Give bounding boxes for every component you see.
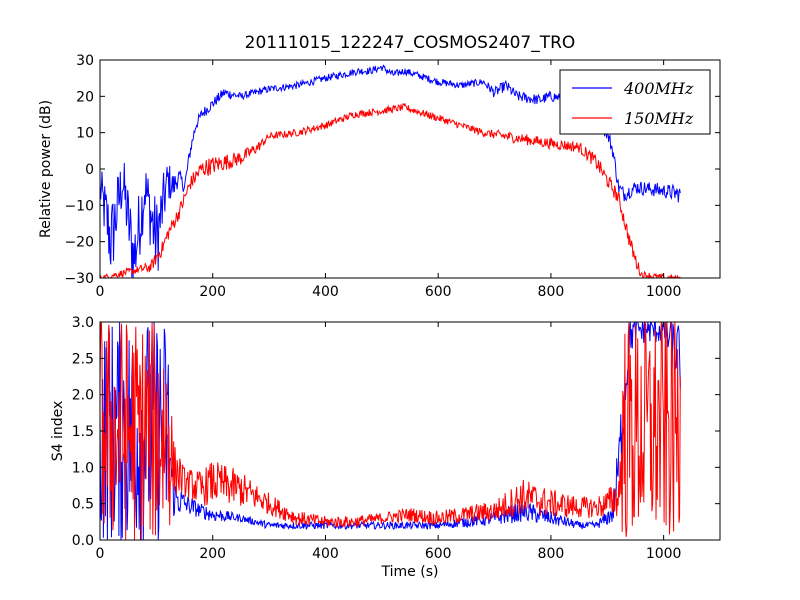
s4-x-tick-label: 1000 <box>646 546 682 562</box>
legend: 400MHz 150MHz <box>559 69 711 135</box>
s4-y-tick-label: 2.5 <box>72 351 94 367</box>
power-x-tick-label: 1000 <box>646 284 682 300</box>
s4-x-tick-label: 400 <box>312 546 339 562</box>
s4-panel: 0 200 400 600 800 1000 3.0 2.5 2.0 1.5 1.0 0.5 0.0 S… <box>50 315 721 580</box>
power-y-axis-label: Relative power (dB) <box>38 100 54 238</box>
s4-x-tick-label: 0 <box>96 546 105 562</box>
s4-y-tick-label: 1.0 <box>72 460 94 476</box>
s4-plot-lines <box>100 322 681 540</box>
legend-label-150mhz: 150MHz <box>624 109 694 128</box>
power-y-tick-label: 0 <box>85 162 94 178</box>
power-y-tick-label: 10 <box>76 126 94 142</box>
s4-series-150mhz-line <box>100 322 681 540</box>
power-y-tick-label: −20 <box>64 235 94 251</box>
power-x-tick-label: 200 <box>199 284 226 300</box>
s4-y-tick-label: 0.0 <box>72 533 94 549</box>
s4-y-tick-label: 1.5 <box>72 424 94 440</box>
s4-y-tick-label: 0.5 <box>72 497 94 513</box>
power-y-tick-label: −30 <box>64 271 94 287</box>
s4-y-tick-label: 3.0 <box>72 315 94 331</box>
power-x-tick-label: 0 <box>96 284 105 300</box>
s4-x-tick-label: 800 <box>538 546 565 562</box>
power-x-tick-label: 800 <box>538 284 565 300</box>
power-y-tick-label: −10 <box>64 198 94 214</box>
power-y-tick-label: 20 <box>76 89 94 105</box>
power-x-tick-label: 400 <box>312 284 339 300</box>
time-x-axis-label: Time (s) <box>381 564 439 580</box>
s4-y-tick-label: 2.0 <box>72 388 94 404</box>
s4-x-tick-label: 200 <box>199 546 226 562</box>
s4-series-400mhz-line <box>100 322 681 540</box>
legend-box <box>559 69 711 135</box>
power-y-tick-label: 30 <box>76 53 94 69</box>
s4-ticks: 0 200 400 600 800 1000 3.0 2.5 2.0 1.5 1.0 0.5 0.0 <box>72 315 720 562</box>
legend-label-400mhz: 400MHz <box>623 79 694 98</box>
power-x-tick-label: 600 <box>425 284 452 300</box>
chart-title: 20111015_122247_COSMOS2407_TRO <box>245 33 576 53</box>
s4-x-tick-label: 600 <box>425 546 452 562</box>
power-series-150mhz-line <box>100 102 681 278</box>
power-panel: 0 200 400 600 800 1000 30 20 10 0 −10 −20 −30 Relati… <box>38 53 721 300</box>
power-ticks: 0 200 400 600 800 1000 30 20 10 0 −10 −20 −30 <box>64 53 720 300</box>
s4-y-axis-label: S4 index <box>50 401 66 462</box>
